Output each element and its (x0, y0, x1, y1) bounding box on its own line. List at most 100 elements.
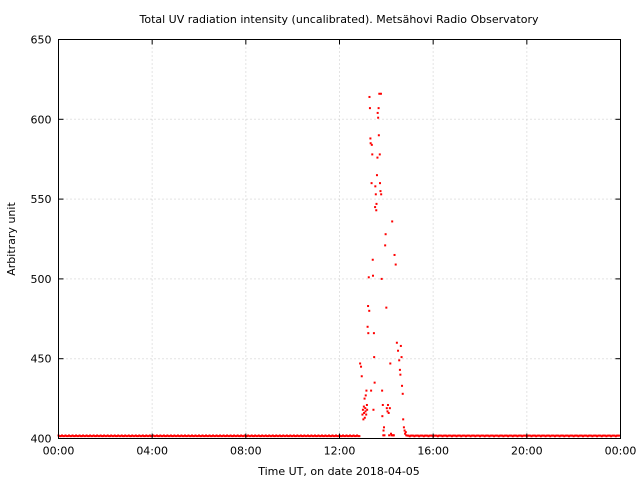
data-point (202, 435, 205, 438)
data-point (557, 434, 560, 437)
data-point (178, 435, 181, 438)
data-point (406, 434, 409, 437)
data-point (443, 434, 446, 437)
data-point (256, 435, 259, 438)
data-point (351, 435, 354, 438)
data-point (596, 435, 599, 438)
data-point (329, 435, 332, 438)
data-point (124, 434, 127, 437)
data-point (387, 411, 390, 414)
data-point (290, 435, 293, 438)
data-point (291, 435, 294, 438)
data-point (103, 434, 106, 437)
data-point (345, 434, 348, 437)
data-point (89, 434, 92, 437)
data-point (258, 435, 261, 438)
data-point (384, 233, 387, 236)
data-point (79, 435, 82, 438)
data-point (369, 142, 372, 145)
data-point (340, 435, 343, 438)
data-point (87, 435, 90, 438)
data-point (97, 435, 100, 438)
data-point (382, 426, 385, 429)
data-point (381, 389, 384, 392)
data-point (491, 434, 494, 437)
data-point (362, 418, 365, 421)
y-tick-label: 600 (31, 113, 52, 126)
data-point (145, 434, 148, 437)
data-point (409, 434, 412, 437)
data-point (106, 434, 109, 437)
data-point (83, 435, 86, 438)
x-axis: 00:00 04:00 08:00 12:00 16:00 20:00 00:00 (43, 39, 637, 458)
data-point (488, 435, 491, 438)
data-point (548, 434, 551, 437)
data-point (411, 434, 414, 437)
data-point (364, 394, 367, 397)
data-point (349, 434, 352, 437)
data-point (600, 435, 603, 438)
data-point (393, 253, 396, 256)
data-point (537, 434, 540, 437)
data-point (183, 434, 186, 437)
data-point (453, 434, 456, 437)
data-point (268, 434, 271, 437)
data-point (246, 435, 248, 438)
data-point (240, 434, 243, 437)
data-point (323, 435, 326, 438)
data-point (358, 435, 361, 438)
data-point (367, 305, 370, 308)
data-point (264, 434, 267, 437)
data-point (120, 434, 123, 437)
data-point (112, 435, 115, 438)
data-point (150, 435, 152, 438)
data-point (368, 95, 371, 98)
data-point (367, 332, 370, 335)
data-point (575, 434, 578, 437)
data-point (549, 435, 552, 438)
data-point (267, 435, 270, 438)
data-point (427, 435, 430, 438)
data-point (58, 435, 61, 438)
data-point (457, 434, 460, 437)
data-point (248, 435, 251, 438)
data-point (375, 174, 378, 177)
data-point (128, 435, 131, 438)
data-point (577, 435, 580, 438)
data-point (445, 434, 448, 437)
data-point (174, 435, 177, 438)
data-point (541, 434, 544, 437)
data-point (210, 435, 213, 438)
data-point (189, 435, 192, 438)
data-point (467, 434, 470, 437)
data-point (206, 435, 209, 438)
data-point (199, 435, 202, 438)
x-tick-label: 00:00 (605, 445, 637, 458)
data-point (461, 434, 464, 437)
data-point (501, 434, 504, 437)
data-point (395, 341, 398, 344)
data-point (344, 435, 347, 438)
data-point (497, 435, 500, 438)
data-point (517, 434, 520, 437)
data-point (152, 434, 155, 437)
data-point (413, 435, 416, 438)
data-point (544, 435, 547, 438)
data-point (426, 434, 429, 437)
data-point (543, 434, 546, 437)
data-point (73, 435, 76, 438)
data-point (504, 434, 507, 437)
data-point (220, 435, 223, 438)
data-point (614, 435, 617, 438)
data-point (425, 434, 428, 437)
data-point (93, 435, 96, 438)
data-point (603, 434, 606, 437)
data-point (253, 435, 256, 438)
data-point (469, 435, 472, 438)
data-point (359, 362, 362, 365)
data-point (175, 435, 178, 438)
data-point (486, 434, 489, 437)
data-point (100, 435, 103, 438)
data-point (505, 434, 508, 437)
data-point (309, 435, 312, 438)
